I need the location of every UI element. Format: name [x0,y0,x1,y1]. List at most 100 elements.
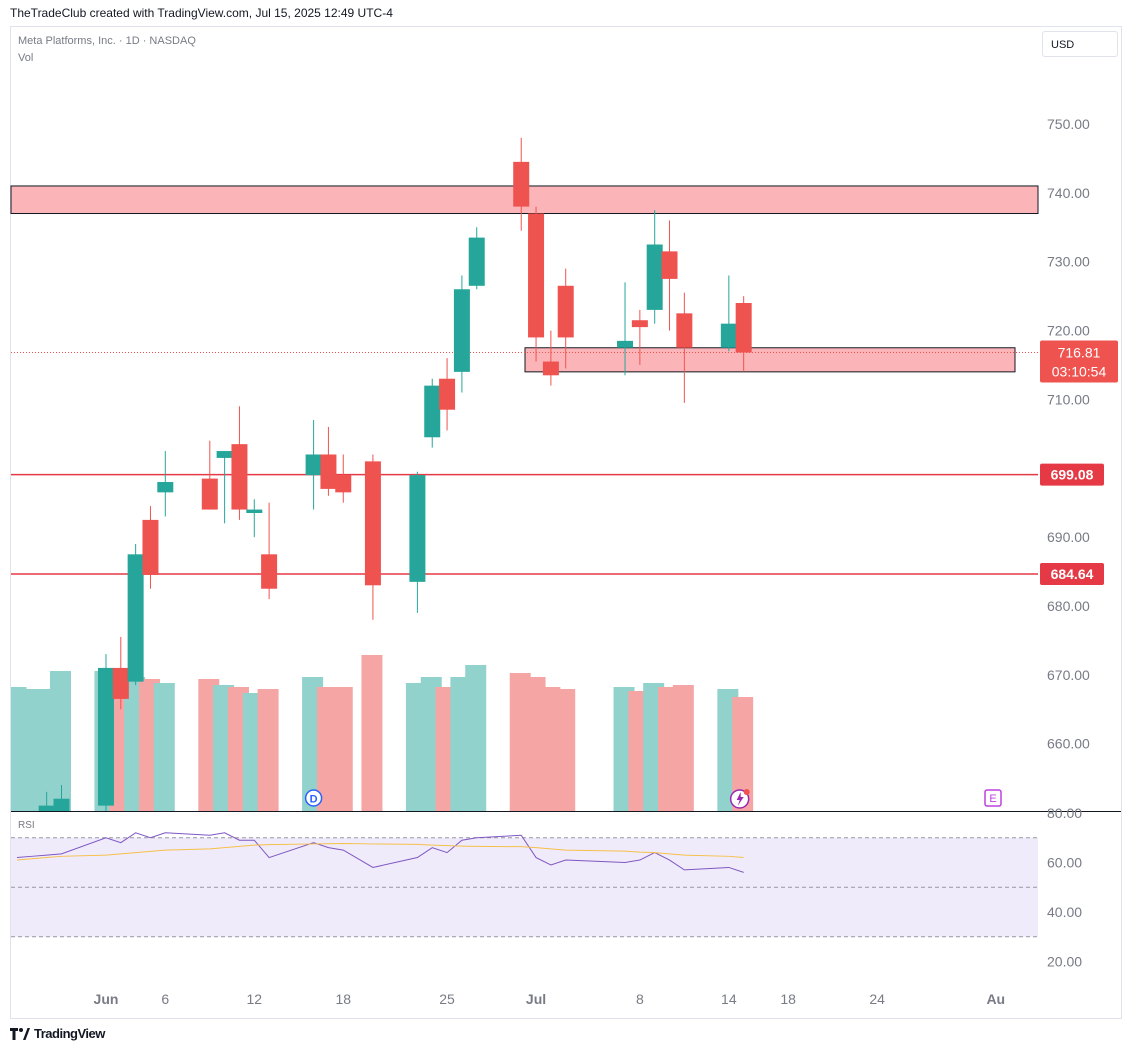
volume-bar-13 [257,689,279,811]
rsi-ma-line [16,842,744,861]
candle-body-23 [513,161,530,207]
candle-28 [631,309,648,365]
dividend-marker [304,789,323,807]
volume-bar-26 [554,689,576,811]
candle-5 [112,636,129,710]
candle-26 [557,268,574,369]
candle-body-27 [617,340,634,348]
countdown-label: 03:10:54 [1052,364,1107,380]
candle-9 [201,440,218,510]
candle-30 [661,220,678,331]
candle-25 [542,330,559,386]
candle-body-19 [424,385,441,438]
tradingview-logo[interactable]: TradingView [10,1026,105,1041]
candle-27 [617,282,634,376]
candle-body-14 [305,454,322,476]
tradingview-logo-text: TradingView [34,1026,105,1041]
candle-body-2 [38,805,55,811]
symbol-legend[interactable]: Meta Platforms, Inc. · 1D · NASDAQ [18,35,196,47]
candle-body-16 [335,475,352,493]
candle-body-32 [720,323,737,348]
candle-body-12 [246,509,263,514]
candle-body-33 [735,303,752,353]
candle-10 [216,451,233,524]
price-tick-label-6: 690.00 [1047,529,1090,545]
candle-body-31 [676,313,693,348]
zone-1 [524,347,1016,373]
x-tick-label-4: 25 [439,991,455,1007]
level-tag-1 [1040,563,1104,586]
candle-14 [305,420,322,510]
volume-bar-17 [361,655,383,811]
price-tick-label-3: 720.00 [1047,323,1090,339]
candle-body-15 [320,454,337,489]
level-tag-label-0: 699.08 [1051,467,1094,483]
header-credit: TheTradeClub created with TradingView.co… [10,6,393,20]
candle-29 [646,210,663,324]
candle-15 [320,426,337,496]
x-tick-label-0: Jun [94,991,119,1007]
x-tick-label-1: 6 [161,991,169,1007]
lightning-icon [736,792,744,806]
x-tick-label-5: Jul [526,991,546,1007]
candle-33 [735,296,752,372]
candle-body-18 [409,475,426,582]
candle-6 [127,543,144,686]
candle-32 [720,275,737,352]
rsi-tick-label-0: 80.00 [1047,805,1082,821]
price-tick-label-2: 730.00 [1047,254,1090,270]
candle-19 [424,378,441,448]
candle-body-7 [142,519,159,575]
level-tag-label-1: 684.64 [1051,566,1094,582]
price-tick-label-7: 680.00 [1047,598,1090,614]
candle-31 [676,292,693,403]
candle-13 [261,502,278,600]
rsi-tick-label-2: 40.00 [1047,904,1082,920]
volume-bar-3 [49,671,71,811]
earnings-marker-label: E [989,793,996,805]
candle-body-28 [631,320,648,328]
x-tick-label-6: 8 [636,991,644,1007]
rsi-line [16,832,744,873]
volume-bar-31 [672,685,694,811]
candle-body-24 [528,213,545,338]
x-tick-label-8: 18 [780,991,796,1007]
candle-body-9 [201,478,218,510]
price-tick-label-9: 660.00 [1047,736,1090,752]
candle-body-17 [364,461,381,586]
candle-21 [453,275,470,393]
volume-bar-33 [732,697,754,811]
candle-body-26 [557,285,574,338]
candle-body-22 [468,237,485,286]
currency-button[interactable]: USD [1042,31,1118,57]
candle-7 [142,506,159,589]
volume-legend[interactable]: Vol [18,52,34,64]
candle-20 [439,358,456,431]
candle-body-5 [112,667,129,699]
volume-bar-16 [331,687,353,811]
candle-16 [335,454,352,503]
candle-24 [528,206,545,362]
dividend-marker-label: D [310,794,318,806]
volume-bar-8 [153,683,175,811]
candle-body-8 [157,482,174,493]
candle-17 [364,454,381,620]
candle-body-6 [127,554,144,682]
level-tag-0 [1040,463,1104,486]
earnings-marker [984,789,1002,807]
x-tick-label-3: 18 [335,991,351,1007]
candle-body-20 [439,378,456,410]
candle-body-21 [453,289,470,372]
x-tick-label-10: Au [986,991,1005,1007]
candle-8 [157,451,174,517]
candle-body-11 [231,444,248,510]
rsi-tick-label-1: 60.00 [1047,855,1082,871]
last-price-tag [1040,340,1118,383]
x-tick-label-9: 24 [869,991,885,1007]
rsi-legend[interactable]: RSI [18,820,35,831]
tradingview-logo-icon [10,1027,30,1040]
x-tick-label-7: 14 [721,991,737,1007]
candle-11 [231,406,248,520]
last-price-label: 716.81 [1058,345,1101,361]
